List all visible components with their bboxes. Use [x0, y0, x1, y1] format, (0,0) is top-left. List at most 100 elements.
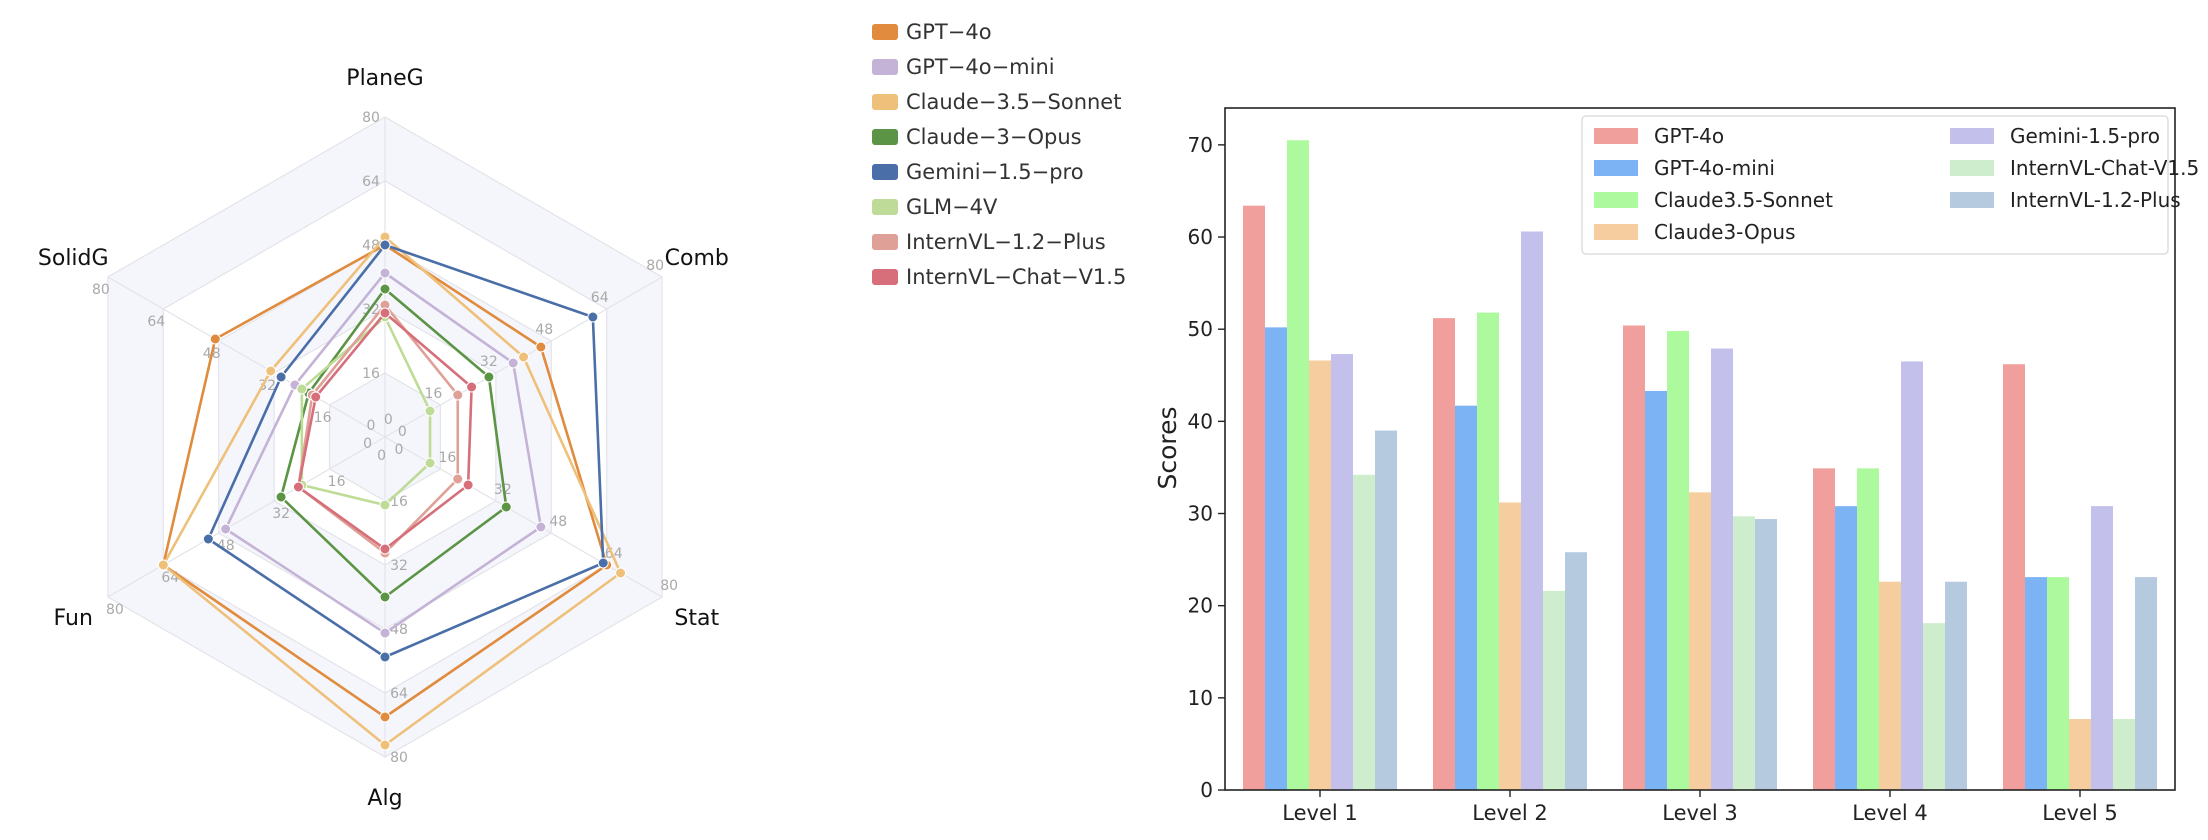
radar-point [209, 333, 221, 345]
radar-point [615, 567, 627, 579]
radar-tick-label: 0 [377, 448, 386, 464]
bar [1433, 318, 1455, 790]
bar-series-group [1243, 140, 2157, 790]
radar-tick-label: 48 [535, 322, 553, 338]
bar [1667, 331, 1689, 790]
y-tick-label: 20 [1188, 594, 1213, 618]
radar-point [597, 557, 609, 569]
radar-ring-4 [162, 180, 608, 694]
bar [1879, 581, 1901, 790]
legend-label: Gemini−1.5−pro [906, 159, 1084, 184]
radar-point [452, 389, 464, 401]
radar-point [310, 391, 322, 403]
legend-label: GPT−4o−mini [906, 54, 1055, 79]
legend-item-gpt-4o-mini: GPT-4o-mini [1594, 156, 1775, 180]
radar-chart: 0163248648001632486480016324864800163248… [38, 66, 729, 811]
legend-swatch [872, 163, 898, 180]
radar-point [379, 239, 391, 251]
radar-tick-label: 16 [328, 474, 346, 490]
legend-item-claude3-5-sonnet: Claude3.5-Sonnet [1594, 188, 1833, 212]
legend-label: GPT−4o [906, 19, 992, 44]
bar [1689, 492, 1711, 790]
bar [1945, 581, 1967, 790]
radar-tick-label: 80 [362, 110, 380, 126]
radar-tick-label: 32 [258, 378, 276, 394]
radar-point [424, 405, 436, 417]
legend-item-gpt-4o: GPT-4o [1594, 124, 1724, 148]
bar-series-gpt-4o-mini [1265, 327, 2047, 790]
radar-point [379, 267, 391, 279]
bar [1755, 519, 1777, 790]
radar-point [500, 501, 512, 513]
bar [1711, 348, 1733, 790]
bar [1353, 474, 1375, 790]
radar-axis-label-solidg: SolidG [38, 246, 109, 271]
bar [1455, 405, 1477, 790]
radar-axis-label-fun: Fun [54, 606, 93, 631]
x-tick-label: Level 5 [2042, 801, 2117, 825]
bar [1565, 552, 1587, 790]
radar-legend: GPT−4o GPT−4o−mini Claude−3.5−Sonnet Claude… [872, 14, 1126, 294]
radar-series-gpt-4o-mini [220, 267, 547, 639]
bar [1901, 361, 1923, 790]
radar-point [535, 341, 547, 353]
y-tick-label: 70 [1188, 133, 1213, 157]
legend-swatch [872, 128, 898, 145]
legend-swatch [1594, 128, 1638, 144]
radar-point [452, 473, 464, 485]
legend-item-claude-3-opus: Claude−3−Opus [872, 119, 1126, 154]
x-tick-label: Level 2 [1472, 801, 1547, 825]
y-axis-label: Scores [1153, 406, 1182, 489]
bar-series-claude3-opus [1309, 360, 2091, 790]
legend-item-gemini-1-5-pro: Gemini-1.5-pro [1950, 124, 2160, 148]
radar-tick-label: 64 [591, 290, 609, 306]
legend-item-gemini-1-5-pro: Gemini−1.5−pro [872, 154, 1126, 189]
bar [2069, 719, 2091, 790]
legend-swatch [1594, 192, 1638, 208]
bar [1499, 502, 1521, 790]
radar-axis-label-stat: Stat [674, 606, 719, 631]
radar-tick-label: 0 [367, 418, 376, 434]
radar-tick-label: 32 [390, 558, 408, 574]
legend-label: Claude−3−Opus [906, 124, 1082, 149]
radar-point [157, 559, 169, 571]
legend-label: GLM−4V [906, 194, 998, 219]
legend-swatch [1950, 192, 1994, 208]
bar [1543, 590, 1565, 790]
legend-item-internvl-1-2-plus: InternVL-1.2-Plus [1950, 188, 2181, 212]
legend-swatch [1950, 128, 1994, 144]
legend-item-internvl-1-2-plus: InternVL−1.2−Plus [872, 224, 1126, 259]
radar-point [379, 711, 391, 723]
legend-label: GPT-4o [1654, 124, 1724, 148]
radar-point [275, 491, 287, 503]
radar-tick-label: 32 [272, 506, 290, 522]
legend-swatch [872, 58, 898, 75]
y-tick-label: 60 [1188, 225, 1213, 249]
bar [1331, 354, 1353, 790]
bar [1645, 390, 1667, 790]
radar-spoke-solidg [107, 276, 386, 438]
legend-label: Claude−3.5−Sonnet [906, 89, 1122, 114]
legend-item-claude-3-5-sonnet: Claude−3.5−Sonnet [872, 84, 1126, 119]
bar [1857, 468, 1879, 790]
legend-item-internvl-chat-v1-5: InternVL−Chat−V1.5 [872, 259, 1126, 294]
radar-tick-label: 80 [92, 282, 110, 298]
radar-tick-label: 80 [646, 258, 664, 274]
radar-point [535, 521, 547, 533]
radar-point [379, 651, 391, 663]
bar [1923, 623, 1945, 790]
radar-axis-labels: PlaneG Comb Stat Alg Fun SolidG [38, 66, 729, 811]
radar-axis-label-planeg: PlaneG [346, 66, 423, 91]
bar [2003, 364, 2025, 790]
y-tick-label: 0 [1200, 778, 1213, 802]
legend-swatch [872, 198, 898, 215]
radar-tick-label: 0 [363, 436, 372, 452]
legend-label: InternVL−1.2−Plus [906, 229, 1106, 254]
bar-series-internvl-chat-v1-5 [1353, 474, 2135, 790]
bar [1477, 312, 1499, 790]
bar [1733, 516, 1755, 790]
radar-spoke-fun [107, 436, 386, 598]
bar [1835, 506, 1857, 790]
bar [1265, 327, 1287, 790]
legend-label: GPT-4o-mini [1654, 156, 1775, 180]
